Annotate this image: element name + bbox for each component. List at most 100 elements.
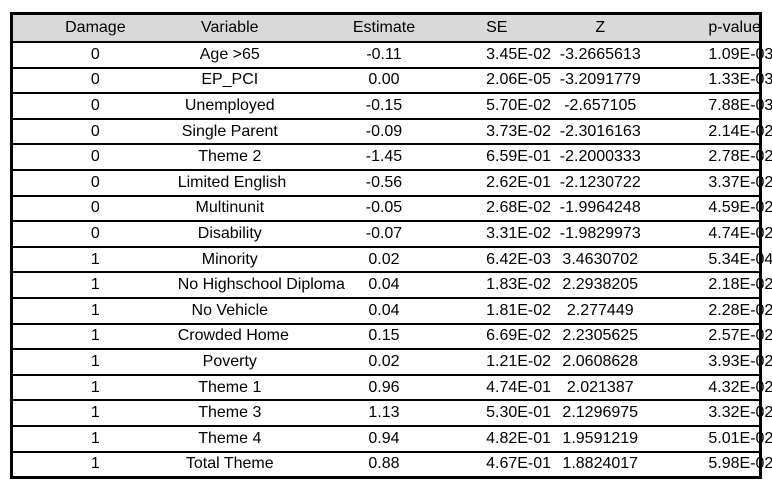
cell-damage: 1 — [11, 399, 178, 427]
cell-z: 2.277449 — [492, 296, 709, 325]
cell-variable: Unemployed — [177, 92, 282, 120]
regression-results-table: Damage Variable Estimate SE Z p-value 0 … — [10, 12, 772, 480]
cell-z: 1.8824017 — [492, 450, 709, 479]
table-row: 0 Age >65 -0.11 3.45E-02 -3.2665613 1.09… — [11, 41, 772, 69]
cell-estimate: 0.00 — [281, 66, 487, 95]
cell-estimate: 0.94 — [281, 424, 487, 453]
table-row: 0 Disability -0.07 3.31E-02 -1.9829973 4… — [11, 220, 772, 248]
table-row: 0 Multinunit -0.05 2.68E-02 -1.9964248 4… — [11, 194, 772, 223]
cell-estimate: 1.13 — [281, 399, 487, 427]
cell-damage: 0 — [11, 220, 178, 248]
cell-estimate: -0.56 — [281, 168, 487, 197]
cell-pvalue: 3.37E-02 — [708, 168, 772, 197]
col-header-pvalue: p-value — [708, 12, 761, 43]
table-row: 0 EP_PCI 0.00 2.06E-05 -3.2091779 1.33E-… — [11, 66, 772, 95]
col-header-variable: Variable — [177, 12, 282, 43]
cell-damage: 0 — [11, 41, 178, 69]
cell-variable: Disability — [177, 220, 282, 248]
cell-variable: Theme 4 — [177, 424, 282, 453]
cell-variable: Poverty — [177, 348, 282, 376]
cell-pvalue: 4.74E-02 — [708, 220, 772, 248]
cell-damage: 0 — [11, 117, 178, 146]
col-header-z: Z — [492, 12, 709, 43]
cell-estimate: -0.05 — [281, 194, 487, 223]
cell-pvalue: 3.93E-02 — [708, 348, 772, 376]
cell-estimate: 0.02 — [281, 348, 487, 376]
cell-damage: 1 — [11, 424, 178, 453]
col-header-damage: Damage — [11, 12, 178, 43]
cell-damage: 1 — [11, 322, 178, 351]
cell-pvalue: 7.88E-03 — [708, 92, 772, 120]
cell-pvalue: 2.18E-02 — [708, 271, 772, 299]
cell-damage: 0 — [11, 143, 178, 171]
cell-variable: Age >65 — [177, 41, 282, 69]
cell-pvalue: 2.28E-02 — [708, 296, 772, 325]
table-row: 1 No Highschool Diploma 0.04 1.83E-02 2.… — [11, 271, 772, 299]
cell-pvalue: 5.98E-02 — [708, 450, 772, 479]
cell-variable: Limited English — [177, 168, 286, 197]
table-row: 1 Theme 3 1.13 5.30E-01 2.1296975 3.32E-… — [11, 399, 772, 427]
cell-damage: 1 — [11, 296, 178, 325]
table-row: 1 Theme 1 0.96 4.74E-01 2.021387 4.32E-0… — [11, 373, 772, 402]
cell-pvalue: 5.34E-04 — [708, 245, 772, 274]
table-row: 1 No Vehicle 0.04 1.81E-02 2.277449 2.28… — [11, 296, 772, 325]
header-row: Damage Variable Estimate SE Z p-value — [11, 12, 761, 43]
cell-z: -2.1230722 — [492, 168, 709, 197]
table-body: 0 Age >65 -0.11 3.45E-02 -3.2665613 1.09… — [11, 41, 772, 479]
table-row: 0 Unemployed -0.15 5.70E-02 -2.657105 7.… — [11, 92, 772, 120]
cell-pvalue: 2.14E-02 — [708, 117, 772, 146]
cell-variable: Crowded Home — [177, 322, 289, 351]
cell-pvalue: 1.33E-03 — [708, 66, 772, 95]
cell-z: 1.9591219 — [492, 424, 709, 453]
table-row: 1 Crowded Home 0.15 6.69E-02 2.2305625 2… — [11, 322, 772, 351]
cell-variable: Minority — [177, 245, 282, 274]
cell-estimate: -0.15 — [281, 92, 487, 120]
cell-damage: 0 — [11, 66, 178, 95]
cell-variable: Total Theme — [177, 450, 282, 479]
table-row: 1 Total Theme 0.88 4.67E-01 1.8824017 5.… — [11, 450, 772, 479]
cell-pvalue: 3.32E-02 — [708, 399, 772, 427]
cell-pvalue: 4.32E-02 — [708, 373, 772, 402]
cell-estimate: 0.04 — [281, 296, 487, 325]
cell-z: -3.2091779 — [492, 66, 709, 95]
cell-z: -2.3016163 — [492, 117, 709, 146]
cell-variable: Multinunit — [177, 194, 282, 223]
cell-pvalue: 4.59E-02 — [708, 194, 772, 223]
cell-damage: 1 — [11, 271, 178, 299]
cell-estimate: 0.02 — [281, 245, 487, 274]
cell-variable: No Highschool Diploma — [177, 271, 345, 299]
cell-estimate: 0.15 — [281, 322, 487, 351]
cell-estimate: -0.07 — [281, 220, 487, 248]
cell-variable: Theme 1 — [177, 373, 282, 402]
cell-damage: 1 — [11, 245, 178, 274]
cell-z: 3.4630702 — [492, 245, 709, 274]
cell-variable: Single Parent — [177, 117, 282, 146]
table-row: 0 Single Parent -0.09 3.73E-02 -2.301616… — [11, 117, 772, 146]
cell-estimate: -1.45 — [281, 143, 487, 171]
table-row: 1 Poverty 0.02 1.21E-02 2.0608628 3.93E-… — [11, 348, 772, 376]
cell-pvalue: 5.01E-02 — [708, 424, 772, 453]
cell-damage: 1 — [11, 450, 178, 479]
cell-z: -2.2000333 — [492, 143, 709, 171]
cell-variable: Theme 3 — [177, 399, 282, 427]
table-header: Damage Variable Estimate SE Z p-value — [11, 12, 761, 43]
cell-estimate: -0.11 — [281, 41, 487, 69]
cell-estimate: -0.09 — [281, 117, 487, 146]
table-row: 0 Theme 2 -1.45 6.59E-01 -2.2000333 2.78… — [11, 143, 772, 171]
table-row: 1 Theme 4 0.94 4.82E-01 1.9591219 5.01E-… — [11, 424, 772, 453]
cell-damage: 0 — [11, 194, 178, 223]
table-row: 1 Minority 0.02 6.42E-03 3.4630702 5.34E… — [11, 245, 772, 274]
cell-variable: No Vehicle — [177, 296, 282, 325]
cell-estimate: 0.88 — [281, 450, 487, 479]
cell-damage: 0 — [11, 168, 178, 197]
cell-damage: 1 — [11, 373, 178, 402]
cell-variable: Theme 2 — [177, 143, 282, 171]
cell-z: 2.2938205 — [492, 271, 709, 299]
cell-z: -1.9964248 — [492, 194, 709, 223]
cell-estimate: 0.96 — [281, 373, 487, 402]
cell-damage: 1 — [11, 348, 178, 376]
cell-pvalue: 2.57E-02 — [708, 322, 772, 351]
cell-z: -3.2665613 — [492, 41, 709, 69]
cell-pvalue: 1.09E-03 — [708, 41, 772, 69]
cell-pvalue: 2.78E-02 — [708, 143, 772, 171]
